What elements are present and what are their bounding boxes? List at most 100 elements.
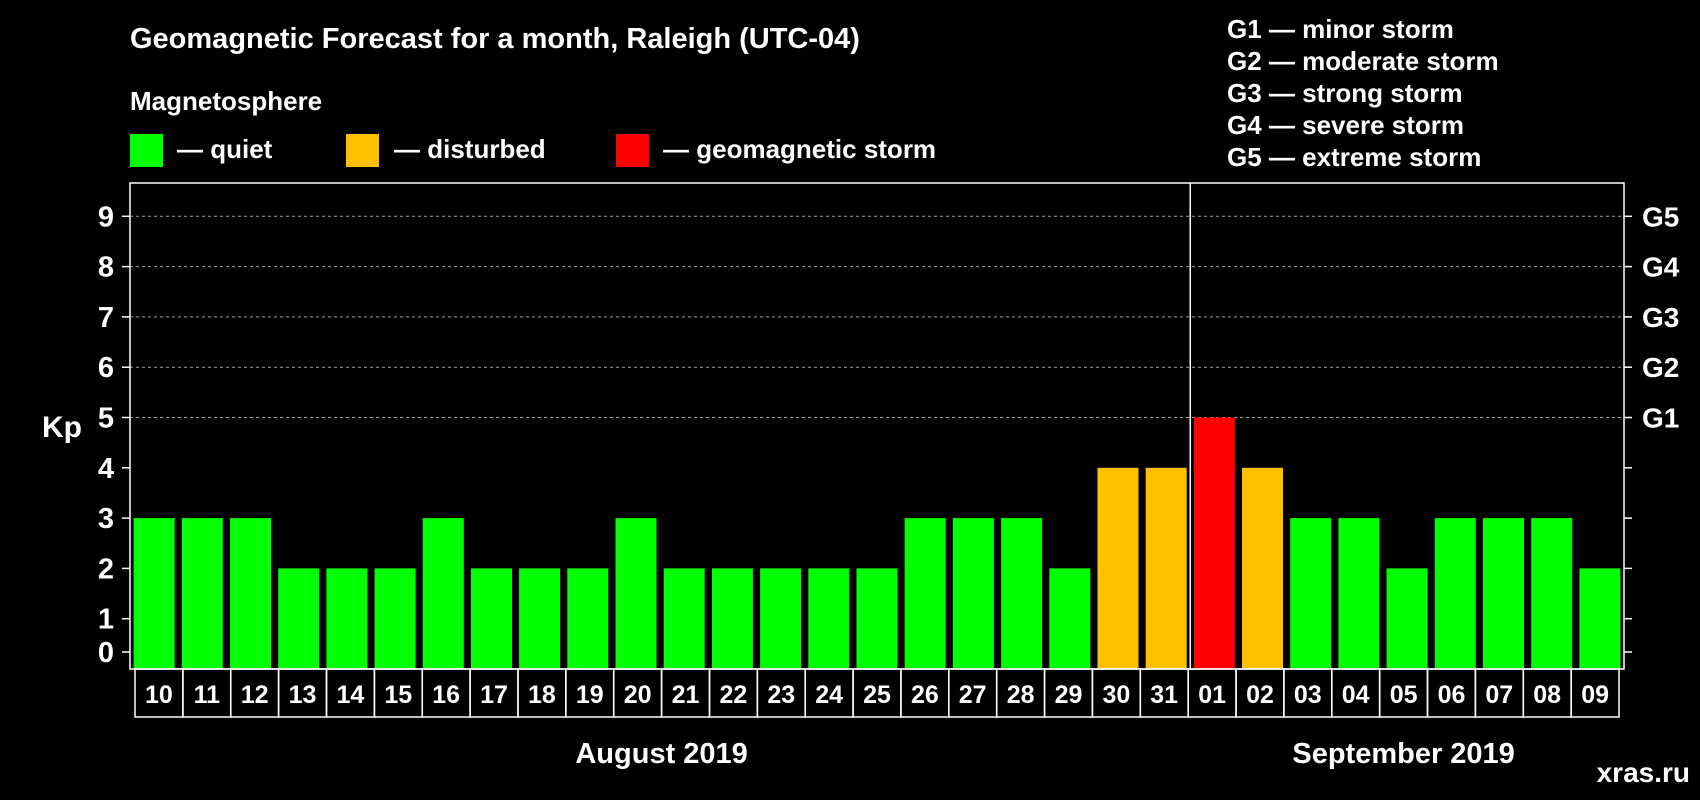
storm-level-label: G5 (1642, 201, 1679, 232)
y-tick-label: 0 (98, 637, 114, 669)
day-label: 07 (1485, 681, 1513, 709)
day-label: 21 (672, 681, 700, 709)
bar-08 (1531, 518, 1573, 669)
bar-14 (326, 568, 368, 669)
day-label: 09 (1581, 681, 1609, 709)
bar-27 (952, 518, 994, 669)
day-label: 02 (1246, 681, 1274, 709)
bar-07 (1483, 518, 1524, 669)
chart-title: Geomagnetic Forecast for a month, Raleig… (130, 23, 860, 55)
bar-28 (1001, 518, 1043, 669)
bar-24 (808, 568, 850, 669)
day-label: 25 (863, 681, 891, 709)
bar-26 (904, 518, 946, 669)
month-labels: August 2019 September 2019 (575, 738, 1514, 770)
storm-level-label: G4 (1642, 252, 1680, 283)
bar-23 (760, 568, 802, 669)
day-label: 29 (1055, 681, 1083, 709)
bars (133, 417, 1621, 669)
storm-scale-g3: G3 — strong storm (1227, 78, 1462, 108)
y-tick-label: 4 (98, 453, 114, 485)
y-axis-label: Kp (42, 411, 82, 444)
month-label: September 2019 (1292, 738, 1514, 770)
bar-12 (230, 518, 271, 669)
day-label: 30 (1102, 681, 1130, 709)
legend-swatch-storm (616, 134, 649, 167)
bar-18 (519, 568, 561, 669)
day-label: 01 (1198, 681, 1226, 709)
bar-17 (471, 568, 512, 669)
day-label: 23 (767, 681, 795, 709)
legend-label-quiet: — quiet (177, 134, 273, 164)
day-label: 03 (1294, 681, 1322, 709)
legend-label-storm: — geomagnetic storm (663, 134, 936, 164)
y-tick-label: 8 (98, 252, 114, 284)
day-label: 13 (289, 681, 317, 709)
day-label: 15 (384, 681, 412, 709)
month-label: August 2019 (575, 738, 747, 770)
storm-scale-g4: G4 — severe storm (1227, 110, 1464, 140)
day-labels: 10 11 12 13 14 15 16 17 18 19 20 21 22 23 24 25 26 27 28 29… (134, 668, 1620, 718)
bar-04 (1338, 518, 1380, 669)
bar-31 (1145, 467, 1187, 669)
bar-09 (1579, 568, 1621, 669)
day-cell (1570, 668, 1620, 718)
watermark: xras.ru (1597, 757, 1690, 788)
bar-13 (278, 568, 320, 669)
day-label: 12 (241, 681, 269, 709)
day-label: 31 (1150, 681, 1178, 709)
day-label: 28 (1007, 681, 1035, 709)
day-label: 20 (624, 681, 652, 709)
day-label: 17 (480, 681, 508, 709)
bar-10 (133, 518, 175, 669)
bar-06 (1434, 518, 1476, 669)
day-label: 11 (194, 681, 221, 709)
day-label: 14 (336, 681, 364, 709)
legend-swatch-quiet (130, 134, 163, 167)
day-label: 16 (432, 681, 460, 709)
bar-20 (615, 518, 657, 669)
y-tick-label: 2 (98, 553, 114, 585)
day-label: 06 (1438, 681, 1466, 709)
day-label: 18 (528, 681, 556, 709)
legend-swatch-disturbed (346, 134, 379, 167)
bar-03 (1290, 518, 1332, 669)
storm-scale-g5: G5 — extreme storm (1227, 142, 1481, 172)
day-label: 10 (145, 681, 173, 709)
bar-21 (663, 568, 705, 669)
storm-level-label: G3 (1642, 302, 1679, 333)
storm-level-label: G2 (1642, 352, 1679, 383)
storm-level-label: G1 (1642, 403, 1679, 434)
bar-19 (567, 568, 609, 669)
gridlines (130, 215, 1624, 418)
bar-29 (1049, 568, 1091, 669)
legend-label-disturbed: — disturbed (394, 134, 546, 164)
bar-25 (856, 568, 898, 669)
y-tick-label: 5 (98, 403, 114, 435)
bar-05 (1386, 568, 1428, 669)
bar-01 (1193, 417, 1235, 669)
day-label: 22 (719, 681, 747, 709)
storm-scale-g2: G2 — moderate storm (1227, 46, 1499, 76)
y-axis-ticks: 01 2 3 4 5 6 7 8 9 (98, 201, 130, 669)
y-tick-label: 3 (98, 503, 114, 535)
bar-16 (422, 518, 464, 669)
bar-30 (1097, 467, 1139, 669)
bar-02 (1242, 467, 1283, 669)
bar-11 (181, 518, 223, 669)
storm-level-axis: G1 G2 G3 G4 G5 (1624, 201, 1680, 653)
day-label: 27 (959, 681, 987, 709)
day-label: 24 (815, 681, 843, 709)
y-tick-label: 7 (98, 302, 114, 334)
day-label: 08 (1533, 681, 1561, 709)
day-label: 19 (576, 681, 604, 709)
bar-22 (711, 568, 753, 669)
y-tick-label: 9 (98, 201, 114, 233)
y-tick-label: 6 (98, 352, 114, 384)
day-label: 05 (1390, 681, 1418, 709)
bar-15 (374, 568, 416, 669)
day-label: 26 (911, 681, 939, 709)
day-label: 04 (1342, 681, 1370, 709)
legend-title: Magnetosphere (130, 86, 322, 116)
